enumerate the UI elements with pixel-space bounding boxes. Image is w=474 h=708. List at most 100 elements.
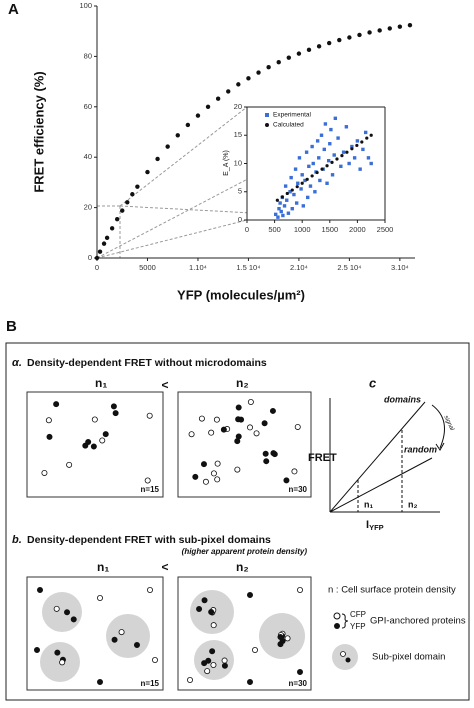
point: [286, 55, 292, 60]
line-label: random: [404, 444, 437, 454]
cfp-icon: [333, 612, 341, 620]
sub-pixel-domain: [194, 640, 234, 680]
point: [407, 22, 413, 28]
point: [357, 32, 362, 38]
point: [341, 150, 346, 154]
protein: [269, 407, 276, 414]
y-tick-label: 20: [84, 203, 92, 212]
fret-schematic: [329, 398, 445, 513]
axis-label: IYFP: [366, 519, 384, 532]
protein: [99, 437, 106, 444]
point: [365, 136, 369, 140]
protein: [54, 649, 61, 656]
protein: [198, 415, 205, 422]
point: [290, 188, 294, 192]
point: [145, 169, 150, 175]
point: [330, 173, 335, 177]
point: [305, 177, 309, 181]
point: [104, 235, 110, 241]
point: [335, 157, 339, 161]
protein: [291, 468, 298, 475]
section-title: Density-dependent FRET with sub-pixel do…: [27, 534, 271, 546]
protein: [214, 460, 221, 467]
panel-label: A: [8, 1, 19, 18]
axis-label: FRET: [308, 452, 337, 464]
point: [290, 207, 294, 211]
x-tick-label: 1.5 10⁴: [236, 263, 260, 272]
point: [185, 122, 191, 128]
point: [387, 26, 392, 31]
protein: [82, 442, 89, 449]
x-tick-label: 0: [245, 225, 249, 234]
legend-text: CFP: [350, 610, 366, 619]
point: [300, 181, 304, 185]
x-tick-label: 1000: [294, 225, 311, 234]
protein: [235, 433, 242, 440]
bracket: [341, 613, 349, 629]
point: [114, 216, 120, 222]
point: [306, 195, 310, 200]
x-tick-label: 2500: [377, 225, 394, 234]
count-label: n=15: [141, 679, 160, 688]
point: [97, 249, 103, 254]
protein: [91, 416, 98, 423]
protein: [202, 478, 209, 485]
point: [285, 198, 289, 202]
point: [276, 59, 281, 65]
point: [109, 226, 115, 231]
point: [360, 140, 364, 144]
point: [286, 211, 291, 215]
axis-mark: n₁: [364, 499, 373, 509]
point: [367, 30, 372, 35]
axis-mark: n₂: [408, 499, 418, 509]
point: [329, 127, 333, 132]
point: [303, 178, 307, 183]
x-tick-label: 1.10⁴: [189, 263, 207, 272]
point: [339, 164, 343, 169]
point: [350, 147, 354, 151]
point: [296, 51, 302, 56]
y-tick-label: 100: [79, 1, 92, 10]
legend-text: GPI-anchored proteins: [370, 616, 466, 627]
point: [246, 76, 251, 81]
point: [377, 28, 382, 33]
point: [340, 153, 344, 158]
point: [294, 201, 299, 205]
point: [322, 147, 326, 152]
protein: [262, 450, 269, 457]
point: [94, 255, 100, 261]
y-tick-label: 60: [84, 102, 92, 111]
protein: [263, 458, 270, 465]
point: [310, 144, 314, 149]
protein: [146, 412, 153, 419]
protein: [53, 605, 60, 612]
point: [337, 37, 342, 43]
y-tick-label: 80: [84, 51, 92, 60]
point: [328, 142, 332, 146]
x-tick-label: 2000: [349, 225, 366, 234]
point: [347, 35, 352, 40]
point: [344, 125, 349, 129]
x-tick-label: 5000: [139, 263, 156, 272]
y-tick-label: 15: [234, 130, 242, 139]
protein: [112, 410, 119, 417]
protein: [296, 587, 303, 594]
point: [296, 181, 300, 185]
density-label: n₂: [236, 376, 249, 390]
point: [308, 184, 313, 188]
inset-background: [247, 107, 385, 220]
point: [101, 241, 107, 246]
line-label: domains: [384, 394, 421, 404]
protein: [283, 477, 290, 484]
cell-box: [177, 391, 312, 498]
density-label: n₁: [97, 560, 109, 574]
protein: [97, 595, 104, 602]
point: [282, 204, 287, 208]
point: [278, 201, 282, 205]
point: [274, 212, 278, 217]
protein: [238, 416, 245, 423]
protein: [118, 629, 125, 636]
point: [330, 160, 334, 164]
protein: [200, 461, 207, 468]
x-tick-label: 1500: [321, 225, 338, 234]
